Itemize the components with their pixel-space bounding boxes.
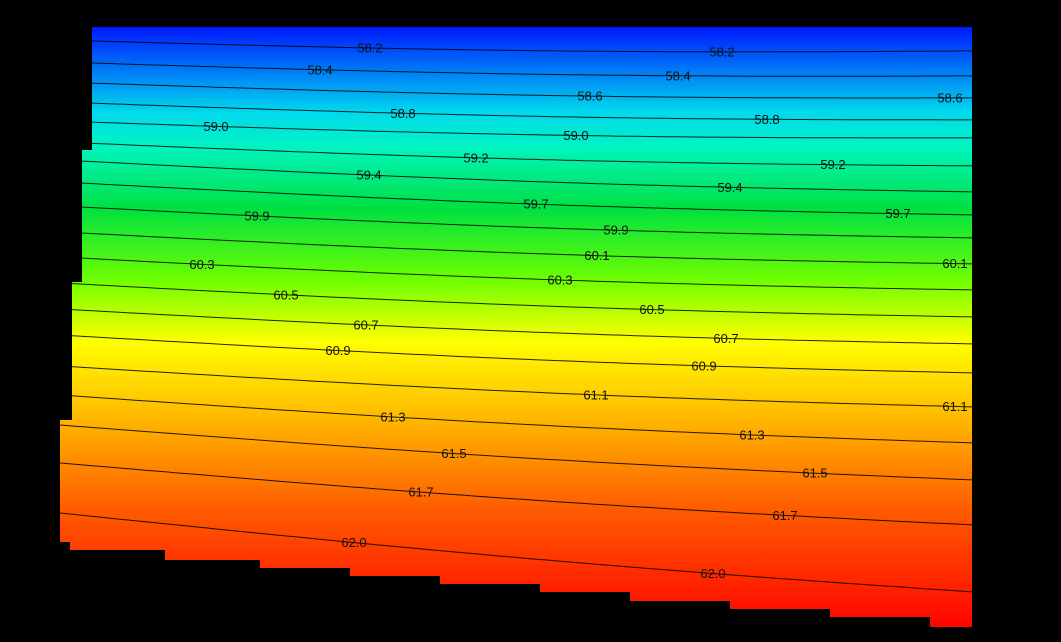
- contour-label: 58.4: [665, 68, 690, 83]
- contour-label: 60.5: [639, 302, 664, 317]
- contour-line-58-6: [60, 81, 972, 99]
- contour-line-59-0: [60, 120, 972, 139]
- contour-label: 59.7: [885, 206, 910, 221]
- contour-line-62-0: [60, 512, 972, 593]
- contour-line-58-4: [60, 61, 972, 77]
- contour-labels: 58.2 58.2 58.4 58.4 58.6 58.6 58.8 58.8 59.0 59.0…: [189, 41, 967, 582]
- color-field: [60, 27, 972, 627]
- contour-label: 58.6: [937, 90, 962, 105]
- contour-label: 60.9: [325, 343, 350, 358]
- contour-line-61-5: [60, 424, 972, 481]
- contour-label: 59.9: [244, 208, 269, 223]
- contour-label: 59.9: [603, 223, 628, 238]
- contour-line-61-3: [60, 394, 972, 444]
- contour-line-61-7: [60, 462, 972, 526]
- contour-label: 60.5: [273, 287, 298, 302]
- contour-label: 58.2: [357, 41, 382, 56]
- contour-label: 61.1: [583, 387, 608, 402]
- contour-line-59-9: [60, 205, 972, 239]
- contour-label: 58.6: [577, 89, 602, 104]
- contour-line-59-7: [60, 181, 972, 216]
- contour-label: 59.2: [463, 150, 488, 165]
- contour-label: 60.1: [584, 248, 609, 263]
- contour-label: 60.7: [713, 331, 738, 346]
- contour-line-59-4: [60, 159, 972, 193]
- contour-label: 60.1: [942, 256, 967, 271]
- contour-line-60-1: [60, 231, 972, 265]
- contour-label: 58.2: [709, 44, 734, 59]
- contour-label: 61.3: [739, 427, 764, 442]
- contour-label: 60.3: [189, 257, 214, 272]
- contour-label: 58.4: [307, 62, 332, 77]
- contour-label: 61.1: [942, 399, 967, 414]
- contour-label: 59.0: [203, 119, 228, 134]
- contour-label: 59.4: [717, 180, 742, 195]
- contour-label: 61.5: [802, 466, 827, 481]
- contour-lines: [60, 39, 972, 593]
- contour-label: 59.7: [523, 197, 548, 212]
- contour-line-60-9: [60, 334, 972, 374]
- contour-line-60-5: [60, 282, 972, 318]
- contour-label: 61.7: [772, 508, 797, 523]
- contour-label: 58.8: [754, 112, 779, 127]
- contour-label: 59.0: [563, 128, 588, 143]
- contour-line-60-7: [60, 308, 972, 345]
- contour-line-58-8: [60, 101, 972, 121]
- contour-line-59-2: [60, 141, 972, 167]
- contour-label: 61.5: [441, 446, 466, 461]
- contour-field: 58.2 58.2 58.4 58.4 58.6 58.6 58.8 58.8 59.0 59.0…: [60, 27, 972, 627]
- contour-label: 62.0: [700, 566, 725, 581]
- contour-line-61-1: [60, 365, 972, 408]
- contour-label: 58.8: [390, 106, 415, 121]
- contour-label: 61.3: [380, 409, 405, 424]
- contour-line-60-3: [60, 256, 972, 291]
- contour-label: 61.7: [408, 485, 433, 500]
- contour-label: 59.2: [820, 157, 845, 172]
- contour-label: 59.4: [356, 168, 381, 183]
- contour-label: 60.9: [691, 358, 716, 373]
- contour-label: 60.3: [547, 273, 572, 288]
- contour-label: 62.0: [341, 535, 366, 550]
- contour-line-58-2: [60, 39, 972, 53]
- contour-label: 60.7: [353, 317, 378, 332]
